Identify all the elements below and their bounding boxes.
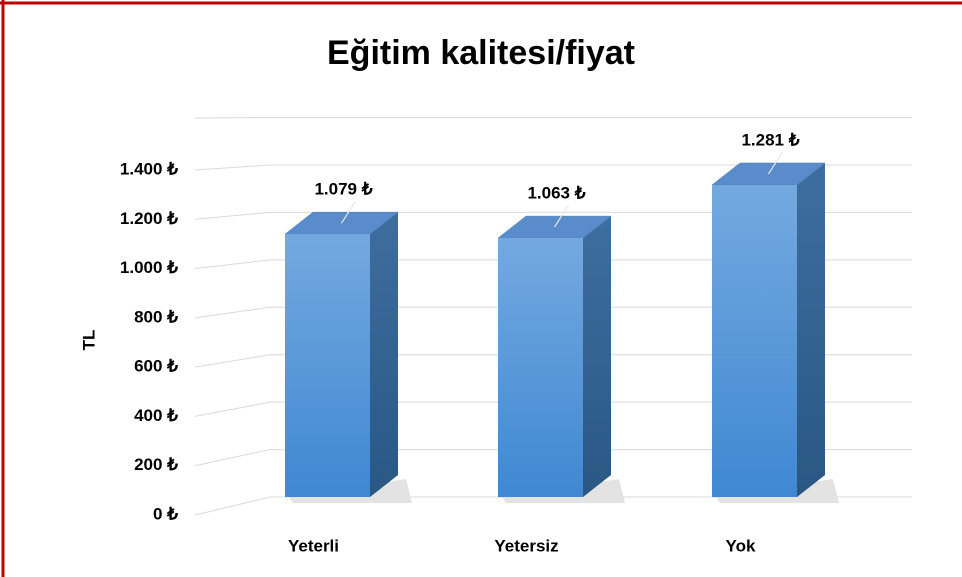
x-tick-label: Yetersiz <box>494 536 558 555</box>
bar <box>498 238 583 498</box>
y-tick-label: 600 ₺ <box>134 357 178 376</box>
bar <box>712 184 797 498</box>
grid-line <box>194 449 912 467</box>
grid-line <box>194 401 912 417</box>
grid-line <box>194 306 912 319</box>
chart-title: Eğitim kalitesi/fiyat <box>327 34 635 72</box>
grid-line <box>194 354 912 368</box>
y-tick-label: 200 ₺ <box>134 455 178 474</box>
bar-side <box>797 162 825 498</box>
leader-line <box>767 151 784 175</box>
grid-line <box>194 496 912 516</box>
y-tick-label: 1.400 ₺ <box>120 159 178 178</box>
y-tick-label: 1.200 ₺ <box>120 209 178 228</box>
y-tick-label: 0 ₺ <box>153 504 178 523</box>
x-tick-label: Yeterli <box>288 536 339 555</box>
grid-line <box>194 164 912 171</box>
data-label: 1.281 ₺ <box>741 130 799 149</box>
y-tick-label: 800 ₺ <box>134 307 178 326</box>
grid-line <box>194 211 912 220</box>
data-label: 1.063 ₺ <box>527 184 585 203</box>
data-label: 1.079 ₺ <box>314 180 372 199</box>
y-axis-label: TL <box>79 330 98 351</box>
bar-side <box>370 212 398 497</box>
leader-line <box>553 204 570 228</box>
leader-line <box>340 200 357 224</box>
bar-side <box>583 216 611 498</box>
y-tick-label: 400 ₺ <box>134 406 178 425</box>
x-tick-label: Yok <box>726 536 756 555</box>
bar <box>285 234 370 497</box>
y-tick-label: 1.000 ₺ <box>120 258 178 277</box>
grid-line <box>194 259 912 270</box>
